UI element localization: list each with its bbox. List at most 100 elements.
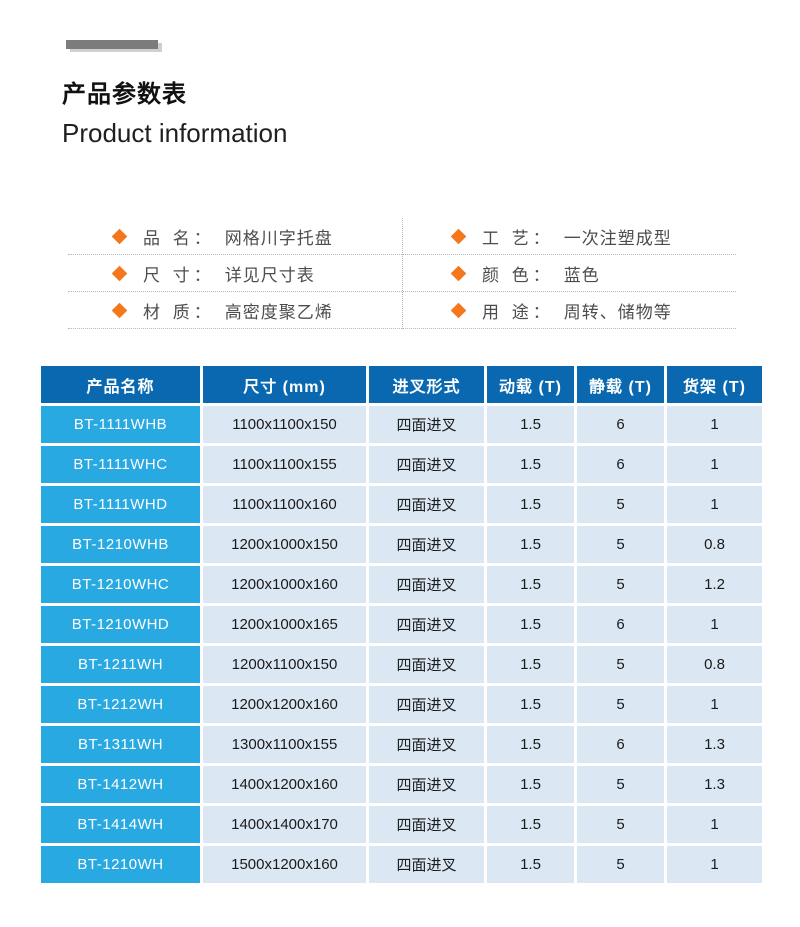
attribute-value: 周转、储物等 xyxy=(563,302,672,322)
diamond-bullet-icon xyxy=(111,265,128,281)
column-header-static-load: 静载 (T) xyxy=(574,363,667,406)
column-header-product-name: 产品名称 xyxy=(38,363,203,406)
fork-type-cell: 四面进叉 xyxy=(366,723,487,766)
table-row: BT-1412WH 1400x1200x160 四面进叉 1.5 5 1.3 xyxy=(38,763,765,806)
dynamic-load-cell: 1.5 xyxy=(484,723,577,766)
dynamic-load-cell: 1.5 xyxy=(484,443,577,486)
table-row: BT-1311WH 1300x1100x155 四面进叉 1.5 6 1.3 xyxy=(38,723,765,766)
brand-accent-bar xyxy=(66,40,158,49)
dynamic-load-cell: 1.5 xyxy=(484,843,577,886)
static-load-cell: 6 xyxy=(574,443,667,486)
column-header-size: 尺寸 (mm) xyxy=(200,363,369,406)
fork-type-cell: 四面进叉 xyxy=(366,843,487,886)
attribute-label: 品 名： xyxy=(143,228,215,248)
rack-load-cell: 1 xyxy=(664,803,765,846)
static-load-cell: 5 xyxy=(574,843,667,886)
fork-type-cell: 四面进叉 xyxy=(366,523,487,566)
size-cell: 1200x1200x160 xyxy=(200,683,369,726)
static-load-cell: 6 xyxy=(574,603,667,646)
fork-type-cell: 四面进叉 xyxy=(366,443,487,486)
rack-load-cell: 1 xyxy=(664,683,765,726)
attribute-label: 工 艺： xyxy=(482,228,554,248)
static-load-cell: 5 xyxy=(574,763,667,806)
column-header-fork-type: 进叉形式 xyxy=(366,363,487,406)
attribute-row-usage: 用 途： 周转、储物等 xyxy=(403,292,736,329)
static-load-cell: 5 xyxy=(574,683,667,726)
product-code-cell: BT-1414WH xyxy=(38,803,203,846)
fork-type-cell: 四面进叉 xyxy=(366,603,487,646)
product-code-cell: BT-1311WH xyxy=(38,723,203,766)
attribute-value: 高密度聚乙烯 xyxy=(224,302,333,322)
fork-type-cell: 四面进叉 xyxy=(366,683,487,726)
size-cell: 1500x1200x160 xyxy=(200,843,369,886)
column-header-dynamic-load: 动载 (T) xyxy=(484,363,577,406)
dynamic-load-cell: 1.5 xyxy=(484,523,577,566)
fork-type-cell: 四面进叉 xyxy=(366,563,487,606)
static-load-cell: 5 xyxy=(574,803,667,846)
size-cell: 1300x1100x155 xyxy=(200,723,369,766)
table-row: BT-1212WH 1200x1200x160 四面进叉 1.5 5 1 xyxy=(38,683,765,726)
size-cell: 1200x1000x160 xyxy=(200,563,369,606)
table-row: BT-1111WHB 1100x1100x150 四面进叉 1.5 6 1 xyxy=(38,403,765,446)
product-code-cell: BT-1212WH xyxy=(38,683,203,726)
table-row: BT-1414WH 1400x1400x170 四面进叉 1.5 5 1 xyxy=(38,803,765,846)
rack-load-cell: 1 xyxy=(664,843,765,886)
product-code-cell: BT-1210WHC xyxy=(38,563,203,606)
table-row: BT-1210WHB 1200x1000x150 四面进叉 1.5 5 0.8 xyxy=(38,523,765,566)
attributes-column-right: 工 艺： 一次注塑成型 颜 色： 蓝色 用 途： 周转、储物等 xyxy=(402,218,736,329)
attribute-label: 颜 色： xyxy=(482,265,554,285)
product-code-cell: BT-1211WH xyxy=(38,643,203,686)
rack-load-cell: 1 xyxy=(664,443,765,486)
attribute-label: 材 质： xyxy=(143,302,215,322)
table-row: BT-1210WHC 1200x1000x160 四面进叉 1.5 5 1.2 xyxy=(38,563,765,606)
attribute-row-color: 颜 色： 蓝色 xyxy=(403,255,736,292)
table-row: BT-1210WH 1500x1200x160 四面进叉 1.5 5 1 xyxy=(38,843,765,886)
page-subtitle: Product information xyxy=(62,118,288,148)
table-row: BT-1111WHC 1100x1100x155 四面进叉 1.5 6 1 xyxy=(38,443,765,486)
dynamic-load-cell: 1.5 xyxy=(484,403,577,446)
size-cell: 1400x1400x170 xyxy=(200,803,369,846)
size-cell: 1200x1000x150 xyxy=(200,523,369,566)
size-cell: 1100x1100x160 xyxy=(200,483,369,526)
size-cell: 1200x1000x165 xyxy=(200,603,369,646)
attribute-value: 蓝色 xyxy=(563,265,600,285)
attribute-value: 详见尺寸表 xyxy=(224,265,315,285)
attribute-row-process: 工 艺： 一次注塑成型 xyxy=(403,218,736,255)
size-cell: 1200x1100x150 xyxy=(200,643,369,686)
rack-load-cell: 1.3 xyxy=(664,763,765,806)
product-code-cell: BT-1412WH xyxy=(38,763,203,806)
dynamic-load-cell: 1.5 xyxy=(484,683,577,726)
table-row: BT-1211WH 1200x1100x150 四面进叉 1.5 5 0.8 xyxy=(38,643,765,686)
dynamic-load-cell: 1.5 xyxy=(484,803,577,846)
column-header-rack-load: 货架 (T) xyxy=(664,363,765,406)
diamond-bullet-icon xyxy=(450,228,467,244)
static-load-cell: 5 xyxy=(574,523,667,566)
attribute-value: 网格川字托盘 xyxy=(224,228,333,248)
dynamic-load-cell: 1.5 xyxy=(484,643,577,686)
product-code-cell: BT-1111WHC xyxy=(38,443,203,486)
static-load-cell: 5 xyxy=(574,563,667,606)
product-spec-table: 产品名称 尺寸 (mm) 进叉形式 动载 (T) 静载 (T) 货架 (T) B… xyxy=(38,363,765,886)
rack-load-cell: 1 xyxy=(664,483,765,526)
diamond-bullet-icon xyxy=(450,302,467,318)
product-code-cell: BT-1210WH xyxy=(38,843,203,886)
attributes-column-left: 品 名： 网格川字托盘 尺 寸： 详见尺寸表 材 质： 高密度聚乙烯 xyxy=(68,218,402,329)
static-load-cell: 5 xyxy=(574,643,667,686)
product-code-cell: BT-1111WHD xyxy=(38,483,203,526)
rack-load-cell: 1.2 xyxy=(664,563,765,606)
size-cell: 1400x1200x160 xyxy=(200,763,369,806)
table-row: BT-1111WHD 1100x1100x160 四面进叉 1.5 5 1 xyxy=(38,483,765,526)
product-code-cell: BT-1210WHB xyxy=(38,523,203,566)
attribute-row-dimensions: 尺 寸： 详见尺寸表 xyxy=(68,255,402,292)
diamond-bullet-icon xyxy=(111,228,128,244)
fork-type-cell: 四面进叉 xyxy=(366,403,487,446)
product-code-cell: BT-1111WHB xyxy=(38,403,203,446)
static-load-cell: 6 xyxy=(574,723,667,766)
page-title: 产品参数表 xyxy=(62,81,187,108)
dynamic-load-cell: 1.5 xyxy=(484,563,577,606)
rack-load-cell: 1 xyxy=(664,603,765,646)
fork-type-cell: 四面进叉 xyxy=(366,763,487,806)
fork-type-cell: 四面进叉 xyxy=(366,483,487,526)
rack-load-cell: 1 xyxy=(664,403,765,446)
rack-load-cell: 0.8 xyxy=(664,643,765,686)
